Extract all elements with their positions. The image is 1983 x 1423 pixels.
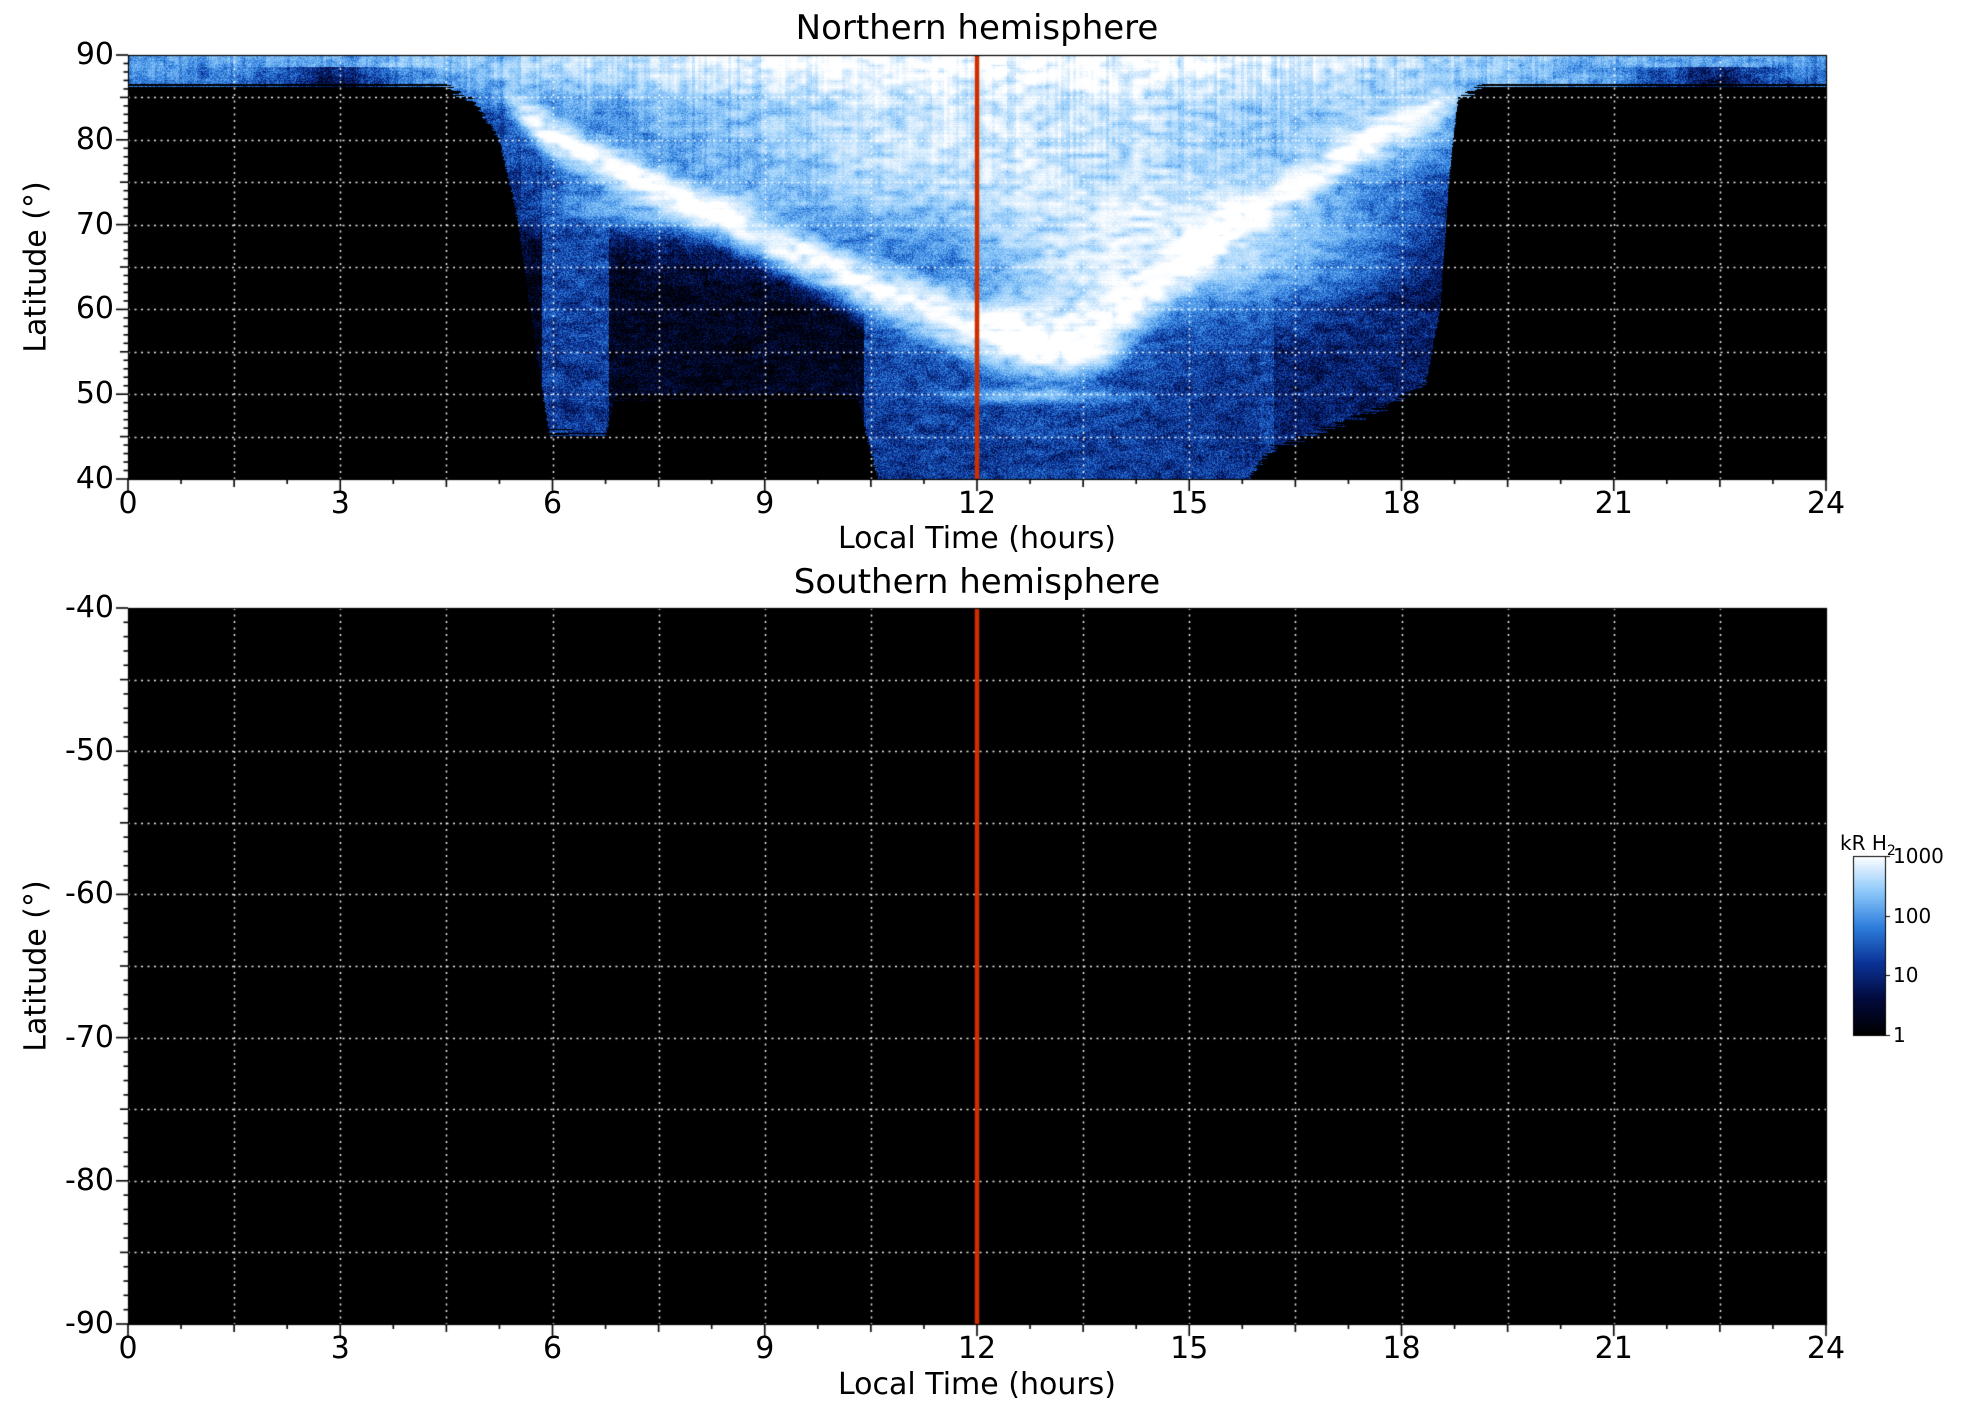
x-tick-label: 9 — [755, 1331, 775, 1366]
y-tick-label: -90 — [65, 1306, 114, 1341]
colorbar-title: kR H2 — [1840, 831, 1896, 859]
north-plot-title: Northern hemisphere — [795, 8, 1159, 48]
x-tick-label: 18 — [1382, 486, 1421, 521]
x-tick-label: 3 — [330, 486, 350, 521]
y-tick-label: -40 — [65, 590, 114, 625]
y-tick-label: 50 — [75, 376, 114, 412]
x-tick-label: 3 — [330, 1331, 350, 1366]
south-xaxis-label: Local Time (hours) — [838, 1367, 1116, 1402]
x-tick-label: 0 — [118, 1331, 138, 1366]
north-xaxis-label: Local Time (hours) — [838, 521, 1116, 556]
y-tick-label: 80 — [75, 121, 114, 157]
x-tick-label: 12 — [957, 1331, 997, 1366]
y-tick-label: 90 — [75, 37, 114, 72]
x-tick-label: 15 — [1170, 486, 1209, 521]
y-tick-label: 60 — [75, 291, 114, 327]
y-tick-label: -60 — [65, 876, 114, 912]
south-plot-title: Southern hemisphere — [793, 562, 1161, 602]
x-tick-label: 6 — [542, 1331, 563, 1366]
y-tick-label: -70 — [65, 1019, 114, 1055]
colorbar-tick-label: 100 — [1893, 903, 1932, 928]
x-tick-label: 6 — [542, 486, 563, 521]
x-tick-label: 24 — [1806, 486, 1846, 521]
colorbar-tick-label: 1 — [1893, 1023, 1906, 1047]
x-tick-label: 24 — [1806, 1331, 1846, 1366]
colorbar-tick-label: 10 — [1893, 963, 1919, 988]
y-tick-label: -80 — [65, 1162, 114, 1198]
y-tick-label: 40 — [75, 461, 114, 496]
y-tick-label: 70 — [75, 206, 114, 242]
colorbar-tick-label: 1000 — [1893, 844, 1944, 868]
x-tick-label: 0 — [118, 486, 138, 521]
colorbar-title-text: kR H — [1840, 831, 1887, 855]
colorbar-title-sub: 2 — [1886, 843, 1896, 859]
y-tick-label: -50 — [65, 733, 114, 769]
x-tick-label: 12 — [957, 486, 997, 521]
x-tick-label: 21 — [1594, 486, 1633, 521]
x-tick-label: 15 — [1170, 1331, 1209, 1366]
x-tick-label: 21 — [1594, 1331, 1633, 1366]
x-tick-label: 18 — [1382, 1331, 1421, 1366]
x-tick-label: 9 — [755, 486, 775, 521]
